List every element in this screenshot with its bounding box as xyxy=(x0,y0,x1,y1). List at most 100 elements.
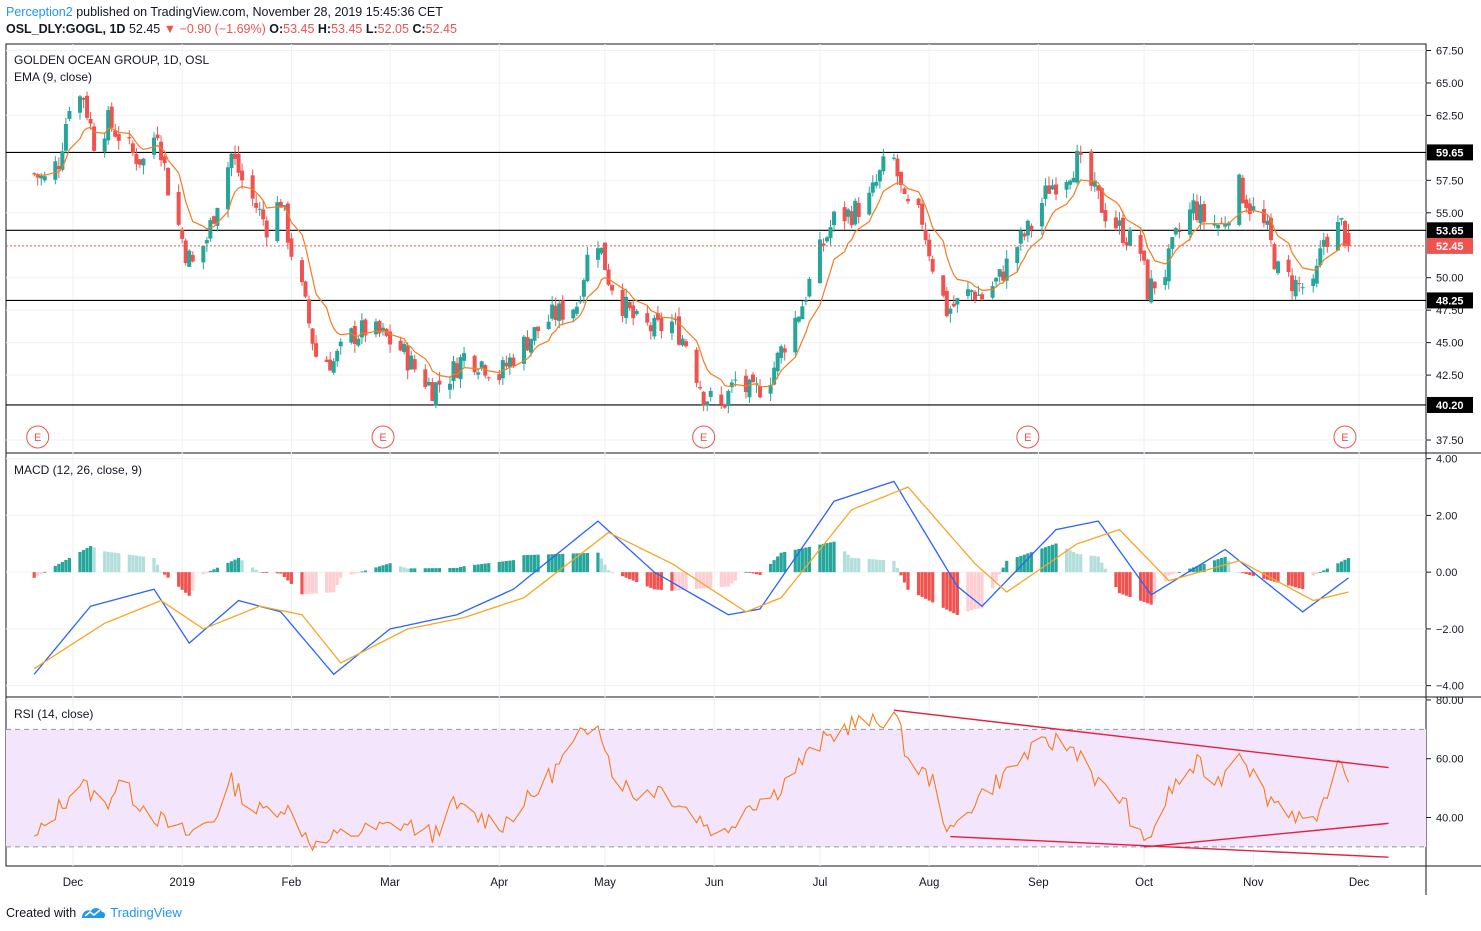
candle-body xyxy=(426,381,431,386)
y-tick-label: 45.00 xyxy=(1436,338,1464,350)
candle-body xyxy=(331,361,336,373)
macd-histogram-bar xyxy=(783,551,787,573)
macd-histogram-bar xyxy=(709,572,713,588)
candle-body xyxy=(275,202,280,242)
macd-histogram-bar xyxy=(606,570,611,573)
candle-body xyxy=(976,294,981,296)
candle-body xyxy=(483,365,488,376)
candle-body xyxy=(264,220,269,238)
macd-histogram-bar xyxy=(381,565,385,573)
macd-histogram-bar xyxy=(92,547,96,573)
candle-body xyxy=(916,198,921,205)
macd-histogram-bar xyxy=(110,552,114,573)
rsi-band xyxy=(6,729,1426,847)
candle-body xyxy=(902,188,907,194)
candle-body xyxy=(204,240,209,244)
candle-body xyxy=(980,294,985,300)
macd-histogram-bar xyxy=(155,564,160,573)
earnings-marker[interactable] xyxy=(692,425,716,449)
macd-histogram-bar xyxy=(1198,565,1203,573)
macd-histogram-bar xyxy=(719,572,723,588)
candle-body xyxy=(314,343,319,357)
macd-histogram-bar xyxy=(733,572,737,581)
candle-body xyxy=(356,338,361,346)
candle-body xyxy=(648,325,653,332)
macd-histogram-bar xyxy=(166,572,170,578)
macd-histogram-bar xyxy=(585,553,589,573)
candle-body xyxy=(1173,228,1178,235)
earnings-marker[interactable] xyxy=(26,425,50,449)
rsi-trendlines[interactable] xyxy=(893,709,1389,858)
horizontal-levels[interactable] xyxy=(6,151,1426,406)
macd-histogram-bar xyxy=(106,551,110,573)
level-tag-label: 59.65 xyxy=(1436,147,1464,159)
candle-body xyxy=(81,97,86,100)
macd-histogram-bar xyxy=(1318,572,1322,573)
candle-body xyxy=(102,138,107,152)
macd-histogram-bar xyxy=(744,571,748,573)
tradingview-brand[interactable]: TradingView xyxy=(110,905,182,920)
candle-body xyxy=(1029,225,1034,230)
macd-histogram-bar xyxy=(251,567,255,573)
macd-histogram-bar xyxy=(969,572,974,611)
candle-body xyxy=(574,306,579,314)
rsi-trendline[interactable] xyxy=(1144,822,1389,848)
macd-histogram-bar xyxy=(730,572,734,584)
macd-histogram-bar xyxy=(1015,557,1019,573)
candle-body xyxy=(881,156,886,172)
candle-body xyxy=(1177,230,1182,232)
rsi-trendline[interactable] xyxy=(893,709,1389,769)
macd-histogram-bar xyxy=(695,572,699,589)
candle-body xyxy=(1244,199,1249,208)
macd-histogram-bar xyxy=(1202,563,1206,573)
time-axis[interactable]: Dec 2019 Feb Mar Apr May Jun Jul Aug Sep Oct Nov Dec xyxy=(63,877,1370,889)
candle-body xyxy=(162,156,167,164)
macd-histogram-bar xyxy=(1286,572,1291,586)
candle-body xyxy=(772,367,777,385)
macd-histogram-bar xyxy=(1117,572,1122,594)
macd-histogram-bar xyxy=(215,567,220,573)
last-price: 52.45 xyxy=(128,22,161,36)
candle-body xyxy=(631,305,636,319)
macd-histogram-bar xyxy=(487,563,491,573)
macd-histogram-bar xyxy=(177,572,181,587)
price-axis-main[interactable]: 67.5065.0062.5057.5055.0050.0047.5045.00… xyxy=(1426,45,1464,447)
candle-body xyxy=(1293,279,1298,297)
macd-histogram-bar xyxy=(339,572,343,578)
candle-body xyxy=(437,380,442,385)
candle-body xyxy=(521,336,526,364)
candle-body xyxy=(877,170,882,182)
high-value: 53.45 xyxy=(331,22,363,36)
macd-histogram-bar xyxy=(53,565,57,573)
price-axis-rsi[interactable]: 80.00 60.00 40.00 xyxy=(1426,695,1464,825)
macd-histogram-bar xyxy=(455,567,459,573)
macd-histogram-bar xyxy=(1114,572,1118,588)
candle-body xyxy=(610,285,615,291)
macd-histogram-bar xyxy=(152,557,156,573)
candle-body xyxy=(349,328,354,343)
candle-body xyxy=(1251,206,1256,211)
candle-body xyxy=(965,289,970,296)
candle-body xyxy=(853,200,858,225)
candle-body xyxy=(455,363,460,378)
author-link[interactable]: Perception2 xyxy=(6,5,73,19)
macd-grid xyxy=(6,453,1426,697)
earnings-marker[interactable] xyxy=(371,425,395,449)
macd-histogram-bar xyxy=(254,569,258,573)
earnings-marker[interactable] xyxy=(1333,425,1357,449)
candle-body xyxy=(1138,235,1143,254)
macd-histogram-bar xyxy=(624,572,628,578)
macd-histogram-bar xyxy=(81,550,86,573)
candle-body xyxy=(972,291,977,301)
rsi-trendline[interactable] xyxy=(950,835,1389,858)
earnings-marker[interactable] xyxy=(1016,425,1040,449)
candle-body xyxy=(1170,237,1175,249)
candle-body xyxy=(895,158,900,177)
candle-body xyxy=(462,353,467,361)
macd-histogram-bar xyxy=(1248,572,1252,575)
symbol-label: OSL_DLY:GOGL, 1D xyxy=(6,22,126,36)
candle-body xyxy=(708,390,713,397)
price-axis-macd[interactable]: 4.00 2.00 0.00 −2.00 −4.00 xyxy=(1426,454,1464,693)
